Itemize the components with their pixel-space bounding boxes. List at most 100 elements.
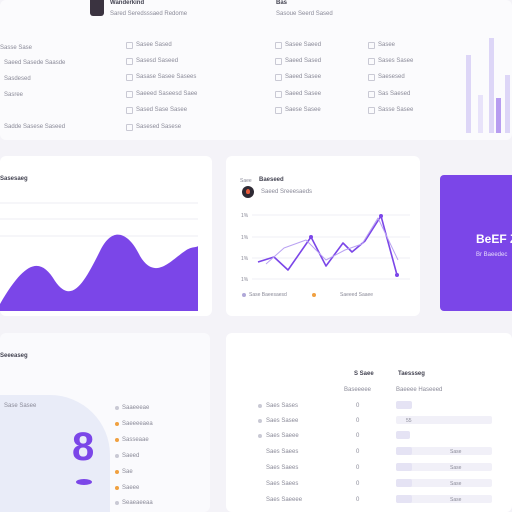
user-avatar[interactable] bbox=[90, 0, 104, 16]
row-pill bbox=[396, 431, 410, 439]
legend-label: Sase Baeesaesd bbox=[249, 292, 287, 298]
highlight-card[interactable]: BeEF Z Br Baeedec bbox=[440, 175, 512, 311]
checklist-item: Saeed Sasee bbox=[285, 74, 322, 80]
checkbox[interactable] bbox=[126, 107, 133, 114]
right-subheading: Sasoue Seerd Sased bbox=[276, 11, 333, 17]
table-row[interactable]: Saes Saees 0 Sase bbox=[226, 447, 512, 459]
checklist-item: Sasse Sasee bbox=[378, 107, 414, 113]
list-bullet bbox=[115, 438, 119, 442]
row-value: 0 bbox=[356, 418, 360, 424]
row-percent: 55 bbox=[406, 418, 412, 424]
checklist-item: Saese Sasee bbox=[285, 107, 321, 113]
flame-icon bbox=[246, 189, 250, 194]
table-subheader: Baseeeee bbox=[344, 387, 372, 393]
row-percent: Sase bbox=[450, 497, 462, 503]
data-point bbox=[309, 235, 313, 239]
checkbox[interactable] bbox=[275, 107, 282, 114]
checkbox[interactable] bbox=[368, 74, 375, 81]
mini-bar bbox=[466, 55, 471, 133]
row-name: Saes Sases bbox=[266, 403, 299, 409]
checkbox[interactable] bbox=[126, 124, 133, 131]
row-percent: Sase bbox=[450, 465, 462, 471]
table-row[interactable]: Saes Saees 0 Sase bbox=[226, 479, 512, 491]
table-header: S Saee bbox=[354, 371, 374, 377]
checkbox[interactable] bbox=[275, 91, 282, 98]
area-series bbox=[0, 234, 198, 311]
row-bullet bbox=[258, 434, 262, 438]
mini-bar bbox=[505, 75, 510, 133]
table-row[interactable]: Saes Sases 0 bbox=[226, 401, 512, 413]
area-chart-card: Sasesaeg bbox=[0, 156, 212, 316]
row-pill bbox=[396, 479, 412, 487]
checklist-item: Saeed Sased bbox=[285, 58, 322, 64]
checklist-item: Sasee Saeed bbox=[285, 42, 322, 48]
checklist-item: Saesesed bbox=[378, 74, 405, 80]
checkbox[interactable] bbox=[126, 74, 133, 81]
row-pill bbox=[396, 463, 492, 471]
row-pill bbox=[396, 495, 492, 503]
left-label: Sasdesed bbox=[4, 76, 31, 82]
checkbox[interactable] bbox=[126, 91, 133, 98]
checkbox[interactable] bbox=[126, 42, 133, 49]
line-chart-card: Saee Baeseed Saeed Sreeesaeds 1% 1% 1% 1… bbox=[226, 156, 420, 316]
checklist-item: Sases Sasee bbox=[378, 58, 414, 64]
legend-label: Saeeed Saaee bbox=[340, 292, 374, 298]
checkbox[interactable] bbox=[368, 58, 375, 65]
table-row[interactable]: Saes Saees 0 Sase bbox=[226, 463, 512, 475]
checklist-item: Sasee bbox=[378, 42, 396, 48]
number-eight-icon: 8 bbox=[72, 425, 95, 469]
y-tick: 1% bbox=[241, 256, 249, 262]
table-row[interactable]: Saes Sasee 0 55 bbox=[226, 416, 512, 428]
highlight-value: BeEF Z bbox=[476, 232, 512, 246]
row-bullet bbox=[258, 404, 262, 408]
checkbox[interactable] bbox=[368, 107, 375, 114]
illustration-backdrop bbox=[0, 395, 110, 512]
data-point bbox=[395, 273, 399, 277]
row-bullet bbox=[258, 419, 262, 423]
table-row[interactable]: Saes Saeee 0 bbox=[226, 431, 512, 443]
list-bullet bbox=[115, 406, 119, 410]
checklist-item: Sasesed Sasese bbox=[136, 124, 182, 130]
profile-name: Wanderkind bbox=[110, 0, 145, 6]
line-chart-badge: Saee bbox=[240, 178, 252, 184]
profile-subtitle: Sared Seredsssaed Redome bbox=[110, 11, 188, 17]
table-header: Taessseg bbox=[398, 371, 425, 377]
checkbox[interactable] bbox=[275, 42, 282, 49]
list-bullet bbox=[115, 470, 119, 474]
list-bullet bbox=[115, 486, 119, 490]
left-label: Saeed Sasede Saasde bbox=[4, 60, 66, 66]
table-row[interactable]: Saes Saeeee 0 Sase bbox=[226, 495, 512, 507]
mini-bar bbox=[478, 95, 483, 133]
checkbox[interactable] bbox=[275, 58, 282, 65]
checkbox[interactable] bbox=[126, 58, 133, 65]
list-item: Saaeeeae bbox=[122, 405, 150, 411]
checkbox[interactable] bbox=[368, 91, 375, 98]
left-label: Sasree bbox=[4, 92, 24, 98]
checkbox[interactable] bbox=[275, 74, 282, 81]
checklist-item: Sased Sase Sasee bbox=[136, 107, 188, 113]
series-line-secondary bbox=[265, 217, 399, 265]
list-bullet bbox=[115, 422, 119, 426]
legend-dot bbox=[312, 293, 316, 297]
row-pill bbox=[396, 416, 492, 424]
area-chart bbox=[0, 202, 198, 311]
checklist-item: Sasase Sasee Sasees bbox=[136, 74, 197, 80]
line-chart-title: Baeseed bbox=[259, 177, 284, 183]
table-subheader: Baeeee Haseeed bbox=[396, 387, 443, 393]
row-name: Saes Saeee bbox=[266, 433, 299, 439]
mini-bar bbox=[496, 98, 501, 133]
row-pill bbox=[396, 463, 412, 471]
row-value: 0 bbox=[356, 433, 360, 439]
list-item: Saeee bbox=[122, 485, 140, 491]
row-name: Saes Saees bbox=[266, 465, 299, 471]
top-summary-card: Wanderkind Sared Seredsssaed Redome Bas … bbox=[0, 0, 512, 140]
section-title: Seeeaseg bbox=[0, 353, 28, 359]
series-line-primary bbox=[257, 215, 398, 276]
area-chart-title: Sasesaeg bbox=[0, 176, 28, 182]
list-item: Sae bbox=[122, 469, 133, 475]
y-tick: 1% bbox=[241, 277, 249, 283]
illustration-note: Sase Sasee bbox=[4, 403, 37, 409]
checkbox[interactable] bbox=[368, 42, 375, 49]
row-value: 0 bbox=[356, 497, 360, 503]
table-card: S Saee Taessseg Baseeeee Baeeee Haseeed … bbox=[226, 333, 512, 512]
